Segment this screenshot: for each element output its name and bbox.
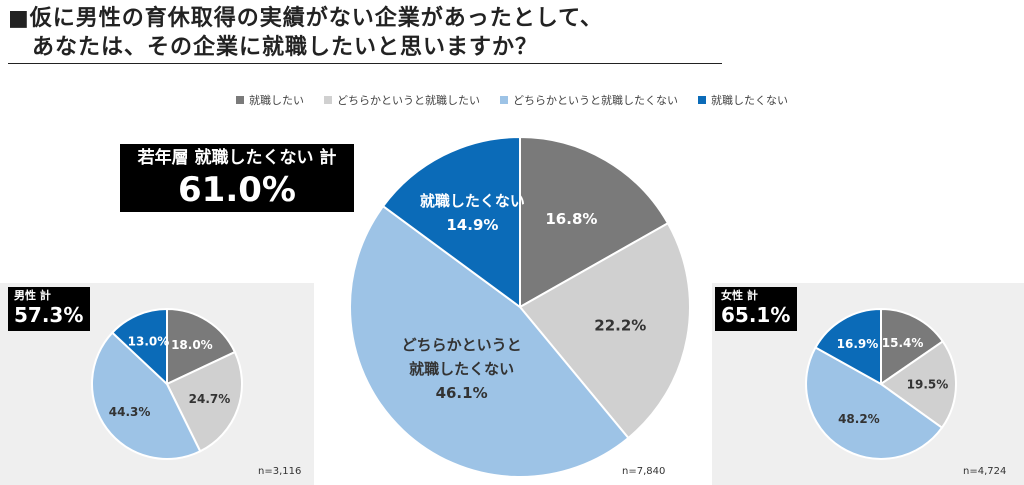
female-sample-size: n=4,724 xyxy=(963,466,1007,477)
chart-legend: 就職したい どちらかというと就職したい どちらかというと就職したくない 就職した… xyxy=(0,92,1024,108)
female-total-value: 65.1% xyxy=(721,303,791,327)
male-pie: 18.0% 24.7% 44.3% 13.0% xyxy=(91,307,243,460)
slice-label: 24.7% xyxy=(189,392,231,406)
legend-label: 就職したくない xyxy=(711,94,788,107)
youth-total-label: 若年層 就職したくない 計 xyxy=(137,148,337,168)
legend-swatch xyxy=(236,96,244,104)
male-total-value: 57.3% xyxy=(14,303,84,327)
slice-not-want xyxy=(110,307,168,387)
male-total-badge: 男性 計 57.3% xyxy=(8,287,90,331)
slice-label: どちらかというと就職したくない 46.1% xyxy=(402,336,522,402)
slice-label: 48.2% xyxy=(838,412,880,426)
legend-item-want: 就職したい xyxy=(236,92,304,108)
legend-swatch xyxy=(698,96,706,104)
slice-want xyxy=(166,307,237,386)
title-line-1: ■仮に男性の育休取得の実績がない企業があったとして、 xyxy=(8,6,604,31)
legend-item-somewhat-want: どちらかというと就職したい xyxy=(324,92,480,108)
youth-pie: 16.8% 22.2% どちらかというと就職したくない 46.1% 就職したくない 14.… xyxy=(348,135,691,479)
title-line-2: あなたは、その企業に就職したいと思いますか？ xyxy=(32,35,539,60)
legend-label: 就職したい xyxy=(249,94,304,107)
slice-label: 13.0% xyxy=(128,335,170,349)
legend-label: どちらかというと就職したい xyxy=(337,94,480,107)
female-total-badge: 女性 計 65.1% xyxy=(715,287,797,331)
youth-total-value: 61.0% xyxy=(178,170,296,210)
page-title: ■仮に男性の育休取得の実績がない企業があったとして、 あなたは、その企業に就職し… xyxy=(8,4,728,62)
slice-somewhat-not-want xyxy=(805,346,944,460)
slice-label: 22.2% xyxy=(594,317,646,335)
slice-somewhat-want xyxy=(879,340,957,430)
slice-label: 16.8% xyxy=(545,210,597,228)
male-sample-size: n=3,116 xyxy=(258,466,302,477)
slice-want xyxy=(519,135,670,309)
slice-label: 就職したくない 14.9% xyxy=(420,192,525,234)
slice-somewhat-not-want xyxy=(348,204,630,479)
legend-item-somewhat-not-want: どちらかというと就職したくない xyxy=(500,92,678,108)
male-total-label: 男性 計 xyxy=(14,289,51,302)
legend-item-not-want: 就職したくない xyxy=(698,92,788,108)
female-pie: 15.4% 19.5% 48.2% 16.9% xyxy=(805,307,957,460)
slice-somewhat-want xyxy=(165,350,243,453)
slice-label: 19.5% xyxy=(907,378,949,392)
legend-swatch xyxy=(324,96,332,104)
youth-total-badge: 若年層 就職したくない 計 61.0% xyxy=(120,144,354,212)
slice-not-want xyxy=(381,135,521,309)
slice-not-want xyxy=(814,307,882,386)
legend-swatch xyxy=(500,96,508,104)
slice-label: 44.3% xyxy=(109,405,151,419)
slice-somewhat-want xyxy=(518,221,691,440)
slice-somewhat-not-want xyxy=(91,331,202,460)
slice-want xyxy=(880,307,945,386)
slice-label: 18.0% xyxy=(171,338,213,352)
youth-sample-size: n=7,840 xyxy=(622,466,666,477)
slice-label: 16.9% xyxy=(837,337,879,351)
title-underline xyxy=(8,63,722,64)
female-total-label: 女性 計 xyxy=(721,289,758,302)
slice-label: 15.4% xyxy=(882,336,924,350)
legend-label: どちらかというと就職したくない xyxy=(513,94,678,107)
